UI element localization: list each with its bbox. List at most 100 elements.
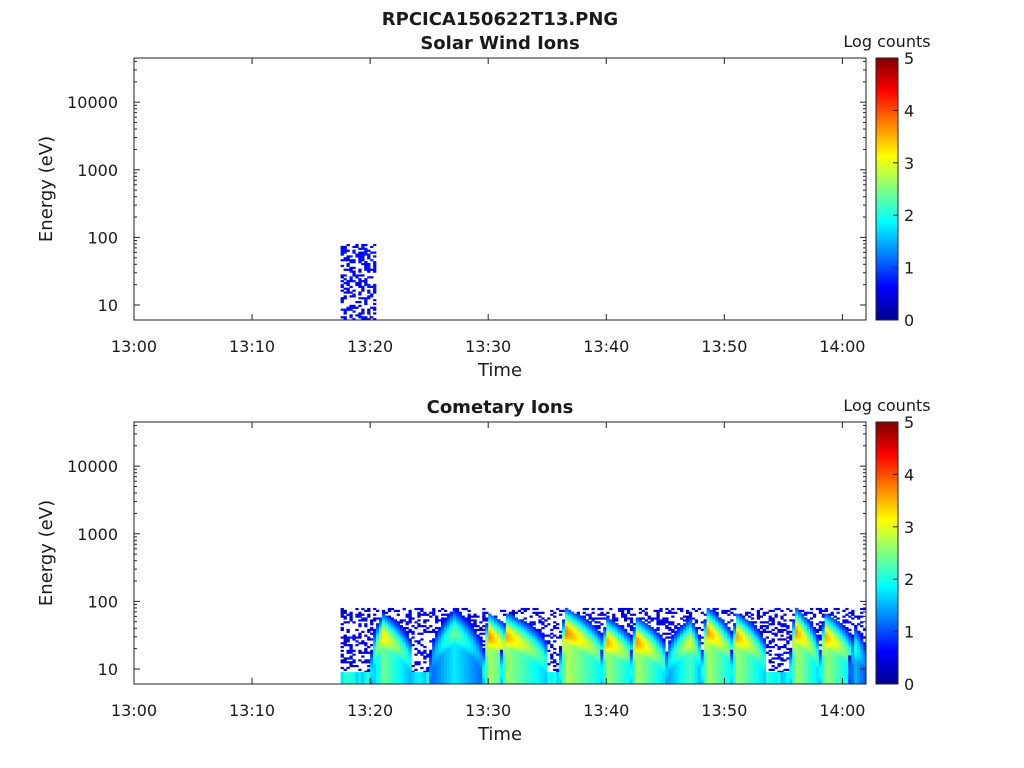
spectrogram-cell [700, 636, 704, 639]
spectrogram-cell [387, 640, 392, 643]
spectrogram-cell [361, 297, 365, 300]
spectrogram-cell [786, 642, 790, 645]
spectrogram-cell [470, 645, 474, 649]
spectrogram-cell [836, 607, 840, 611]
spectrogram-cell [502, 636, 507, 639]
spectrogram-cell [376, 678, 380, 681]
spectrogram-cell [479, 626, 483, 630]
spectrogram-cell [544, 666, 548, 670]
spectrogram-cell [378, 638, 383, 641]
spectrogram-cell [538, 682, 542, 684]
spectrogram-cell [771, 640, 775, 643]
spectrogram-cell [815, 623, 820, 626]
spectrogram-cell [352, 672, 356, 684]
spectrogram-cell [387, 659, 392, 662]
spectrogram-cell [381, 682, 386, 684]
spectrogram-cell [768, 609, 772, 613]
spectrogram-cell [538, 674, 542, 677]
spectrogram-cell [538, 632, 542, 635]
spectrogram-cell [526, 663, 530, 666]
spectrogram-cell [402, 655, 406, 658]
spectrogram-cell [479, 663, 483, 666]
spectrogram-cell [417, 661, 421, 664]
spectrogram-cell [511, 678, 516, 681]
spectrogram-cell [346, 243, 350, 247]
spectrogram-cell [435, 672, 439, 675]
spectrogram-cell [500, 672, 504, 675]
spectrogram-cell [346, 672, 350, 684]
spectrogram-cell [387, 674, 392, 677]
spectrogram-cell [378, 666, 383, 670]
spectrogram-cell [535, 670, 539, 673]
spectrogram-cell [526, 625, 530, 628]
spectrogram-cell [358, 283, 362, 287]
spectrogram-cell [765, 630, 769, 633]
spectrogram-cell [470, 657, 474, 660]
spectrogram-cell [343, 287, 347, 290]
spectrogram-cell [402, 663, 406, 666]
spectrogram-cell [402, 674, 406, 677]
spectrogram-cell [429, 672, 433, 675]
spectrogram-cell [393, 623, 397, 626]
spectrogram-cell [367, 638, 371, 641]
spectrogram-cell [455, 663, 459, 666]
spectrogram-cell [373, 663, 377, 666]
spectrogram-cell [361, 247, 365, 250]
spectrogram-cell [343, 634, 347, 637]
spectrogram-cell [561, 623, 566, 626]
spectrogram-cell [520, 666, 524, 670]
spectrogram-cell [432, 607, 436, 611]
spectrogram-cell [384, 632, 389, 635]
spectrogram-cell [650, 619, 654, 622]
spectrogram-cell [452, 659, 457, 662]
spectrogram-cell [768, 668, 772, 671]
spectrogram-cell [629, 617, 634, 620]
spectrogram-cell [500, 621, 504, 624]
spectrogram-cell [443, 668, 448, 671]
spectrogram-cell [376, 632, 380, 635]
spectrogram-cell [470, 640, 474, 643]
spectrogram-cell [685, 615, 690, 618]
spectrogram-cell [845, 607, 849, 611]
spectrogram-cell [497, 663, 501, 666]
spectrogram-cell [429, 664, 433, 668]
spectrogram-cell [529, 678, 533, 681]
colorbar-gradient [875, 57, 899, 321]
spectrogram-cell [349, 647, 353, 651]
spectrogram-cell [384, 628, 389, 632]
spectrogram-cell [520, 640, 524, 643]
spectrogram-cell [343, 644, 347, 647]
spectrogram-cell [559, 647, 563, 651]
spectrogram-cell [505, 647, 510, 651]
spectrogram-cell [376, 630, 380, 633]
spectrogram-cell [376, 668, 380, 671]
spectrogram-cell [396, 632, 400, 635]
spectrogram-cell [381, 613, 386, 616]
spectrogram-cell [473, 632, 477, 635]
spectrogram-cell [511, 613, 516, 616]
spectrogram-cell [358, 611, 362, 614]
spectrogram-cell [786, 630, 790, 633]
spectrogram-cell [656, 619, 660, 622]
spectrogram-cell [373, 668, 377, 671]
spectrogram-cell [553, 615, 557, 618]
spectrogram-cell [556, 626, 560, 630]
spectrogram-cell [612, 615, 616, 618]
spectrogram-cell [387, 647, 392, 651]
spectrogram-cell [405, 678, 409, 681]
spectrogram-cell [482, 613, 486, 616]
spectrogram-cell [387, 625, 392, 628]
spectrogram-cell [364, 649, 368, 652]
spectrogram-cell [449, 623, 454, 626]
spectrogram-cell [435, 661, 439, 664]
spectrogram-cell [665, 636, 669, 639]
spectrogram-cell [384, 663, 389, 666]
spectrogram-cell [349, 316, 353, 319]
spectrogram-cell [541, 638, 545, 641]
spectrogram-cell [449, 647, 454, 651]
spectrogram-cell [535, 645, 539, 649]
spectrogram-cell [502, 638, 507, 641]
spectrogram-cell [517, 653, 521, 656]
spectrogram-cell [517, 628, 521, 632]
spectrogram-cell [423, 649, 427, 652]
